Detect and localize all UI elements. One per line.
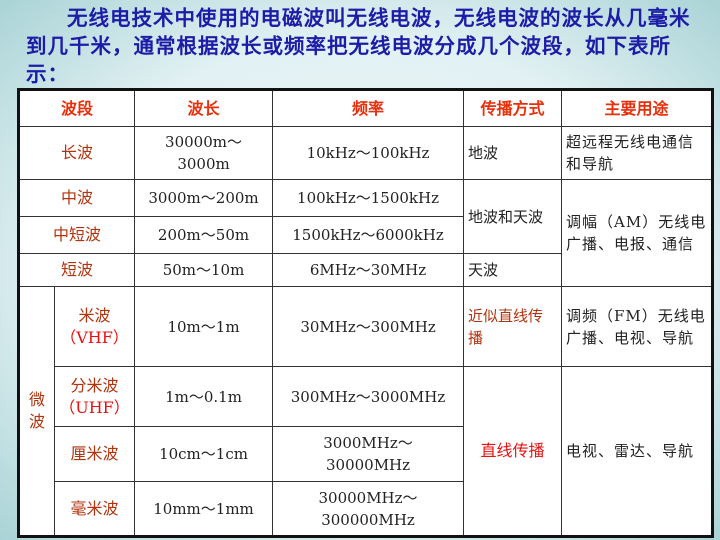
frequency: 1500kHz～6000kHz bbox=[272, 216, 465, 254]
table-row: 中短波 200m～50m 1500kHz～6000kHz bbox=[17, 216, 713, 254]
table-row: 分米波 （UHF） 1m～0.1m 300MHz～3000MHz 直线传播 电视、… bbox=[19, 366, 714, 537]
wavelength: 200m～50m bbox=[134, 216, 274, 254]
frequency: 100kHz～1500kHz bbox=[272, 179, 465, 217]
band-abbr: （UHF） bbox=[59, 397, 130, 417]
table-row: 长波 30000m～3000m 10kHz～100kHz 地波 超远程无线电通信… bbox=[17, 126, 714, 180]
use: 调频（FM）无线电广播、电视、导航 bbox=[561, 286, 714, 367]
frequency: 30MHz～300MHz bbox=[272, 286, 465, 367]
use: 超远程无线电通信和导航 bbox=[561, 126, 714, 180]
frequency: 300MHz～3000MHz bbox=[272, 366, 465, 427]
table-row: 短波 50m～10m 6MHz～30MHz 天波 bbox=[17, 253, 713, 287]
table-row: 厘米波 10cm～1cm 3000MHz～30000MHz bbox=[19, 426, 713, 482]
frequency: 6MHz～30MHz bbox=[272, 253, 465, 287]
propagation: 地波 bbox=[463, 126, 563, 180]
propagation: 直线传播 bbox=[463, 366, 563, 537]
header-band: 波段 bbox=[17, 89, 136, 127]
band-abbr: （VHF） bbox=[60, 327, 129, 347]
wavelength: 10mm～1mm bbox=[134, 481, 274, 537]
header-use: 主要用途 bbox=[561, 89, 714, 127]
propagation: 近似直线传播 bbox=[463, 286, 563, 367]
frequency: 3000MHz～30000MHz bbox=[272, 426, 465, 482]
table-row: 毫米波 10mm～1mm 30000MHz～300000MHz bbox=[19, 481, 713, 537]
band-name: 中波 bbox=[17, 179, 136, 217]
band-name: 长波 bbox=[17, 126, 136, 180]
band-name: 中短波 bbox=[17, 216, 136, 254]
frequency: 30000MHz～300000MHz bbox=[272, 481, 465, 537]
radio-band-table: 波段 波长 频率 传播方式 主要用途 长波 30000m～3000m 10kHz… bbox=[17, 88, 715, 538]
band-label: 分米波 bbox=[70, 375, 119, 395]
frequency: 10kHz～100kHz bbox=[272, 126, 465, 180]
wavelength: 1m～0.1m bbox=[134, 366, 274, 427]
table-row: 中波 3000m～200m 100kHz～1500kHz 地波和天波 调幅（AM… bbox=[17, 179, 714, 287]
microwave-group: 微波 bbox=[18, 286, 55, 537]
band-name: 厘米波 bbox=[53, 426, 136, 482]
intro-paragraph: 无线电技术中使用的电磁波叫无线电波，无线电波的波长从几毫米到几千米，通常根据波长… bbox=[26, 6, 691, 86]
wavelength: 30000m～3000m bbox=[134, 126, 274, 180]
table-row: 微波 米波 （VHF） 10m～1m 30MHz～300MHz 近似直线传播 调频… bbox=[18, 286, 714, 537]
wavelength: 3000m～200m bbox=[134, 179, 274, 217]
wavelength: 50m～10m bbox=[134, 253, 274, 287]
header-row: 波段 波长 频率 传播方式 主要用途 bbox=[17, 89, 714, 127]
use: 调幅（AM）无线电广播、电报、通信 bbox=[561, 179, 714, 287]
wavelength: 10cm～1cm bbox=[134, 426, 274, 482]
band-name: 短波 bbox=[17, 253, 136, 287]
band-name: 毫米波 bbox=[53, 481, 136, 537]
propagation: 天波 bbox=[463, 253, 563, 287]
header-wavelength: 波长 bbox=[134, 89, 274, 127]
use: 电视、雷达、导航 bbox=[561, 366, 714, 537]
header-frequency: 频率 bbox=[272, 89, 465, 127]
header-propagation: 传播方式 bbox=[463, 89, 563, 127]
band-name: 米波 （VHF） bbox=[53, 286, 136, 367]
band-label: 米波 bbox=[78, 305, 111, 325]
wavelength: 10m～1m bbox=[134, 286, 274, 367]
band-name: 分米波 （UHF） bbox=[53, 366, 136, 427]
propagation: 地波和天波 bbox=[463, 179, 563, 254]
